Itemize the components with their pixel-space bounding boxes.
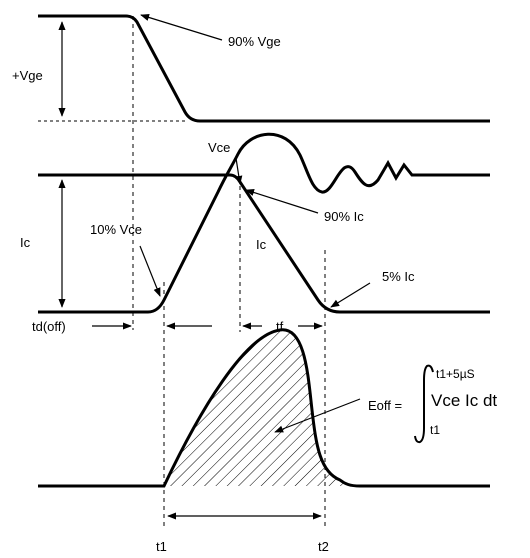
vce-10-label: 10% Vce	[90, 222, 142, 237]
eoff-label: Eoff =	[368, 398, 402, 413]
integral-upper-limit: t1+5µS	[436, 367, 475, 381]
vge-90-leader-arrow	[140, 13, 223, 41]
ic-left-label: Ic	[20, 235, 31, 250]
ic-90-leader-arrow	[245, 189, 319, 214]
ic-90-label: 90% Ic	[324, 209, 364, 224]
integral-lower-limit: t1	[430, 423, 440, 437]
vce-10-leader-arrow	[139, 245, 161, 297]
vce-label: Vce	[208, 140, 230, 155]
eoff-leader-arrow	[274, 398, 361, 433]
ic-curve-label: Ic	[256, 237, 267, 252]
vce-90-leader-arrow	[235, 157, 243, 185]
t1-label: t1	[156, 539, 167, 554]
t2-label: t2	[318, 539, 329, 554]
plus-vge-label: +Vge	[12, 68, 43, 83]
integral-sign	[414, 364, 434, 444]
eoff-power-curve	[38, 328, 490, 488]
td-off-label: td(off)	[32, 319, 66, 334]
vge-90-label: 90% Vge	[228, 34, 281, 49]
ic-5-label: 5% Ic	[382, 269, 415, 284]
vge-waveform	[38, 14, 490, 123]
vce-waveform	[38, 132, 490, 314]
eoff-hatched-area	[164, 329, 355, 486]
ic-waveform	[38, 173, 490, 314]
tf-label: tf	[276, 319, 284, 334]
ic-5-leader-arrow	[330, 282, 371, 308]
integral-body: Vce Ic dt	[431, 391, 497, 410]
